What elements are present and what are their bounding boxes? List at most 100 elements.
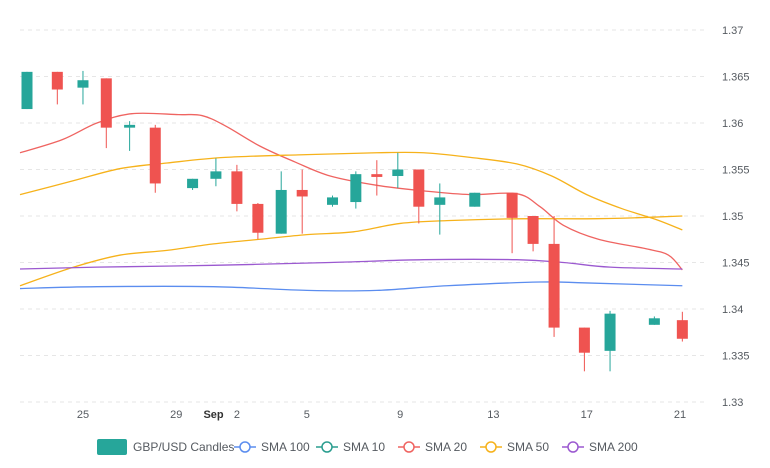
candle-down (676, 311, 688, 342)
candle-body (296, 189, 308, 197)
series-line-sma-100 (19, 281, 683, 292)
candle-down (149, 124, 161, 193)
candle-down (231, 164, 243, 212)
x-tick-label: 5 (304, 409, 310, 421)
candle-body (434, 197, 446, 205)
x-axis-ticks: 25 29 Sep 2 5 9 13 17 21 (77, 409, 686, 421)
candle-down (371, 160, 383, 196)
x-tick-label: 17 (581, 409, 593, 421)
y-tick-label: 1.345 (722, 258, 750, 270)
candle-up (77, 70, 89, 105)
candle-body (77, 80, 89, 88)
candle-up (434, 183, 446, 235)
y-tick-label: 1.355 (722, 165, 750, 177)
sma-lines (19, 112, 683, 292)
candle-body (578, 327, 590, 353)
legend-label: SMA 20 (425, 440, 467, 454)
candle-up (392, 152, 404, 189)
candle-body (149, 127, 161, 184)
candle-down (296, 169, 308, 234)
candle-up (648, 316, 660, 325)
candle-body (124, 124, 136, 128)
legend-swatch-marker (567, 441, 579, 453)
candle-body (392, 169, 404, 177)
legend-item-sma-200[interactable]: SMA 200 (562, 440, 638, 454)
x-tick-label: Sep (203, 409, 223, 421)
candle-body (548, 243, 560, 328)
candle-up (275, 171, 287, 234)
legend-label: SMA 50 (507, 440, 549, 454)
legend[interactable]: GBP/USD Candles SMA 100 SMA 10 SMA 20 SMA 50… (97, 439, 638, 455)
legend-item-sma-20[interactable]: SMA 20 (398, 440, 467, 454)
y-tick-label: 1.34 (722, 304, 743, 316)
series-line-sma-50-lower (19, 215, 683, 287)
candle-down (51, 71, 63, 105)
series-line-sma-50 (19, 151, 683, 231)
candle-up (187, 178, 199, 190)
candle-up (469, 192, 481, 207)
candle-body (469, 192, 481, 207)
candle-body (231, 171, 243, 204)
y-tick-label: 1.335 (722, 351, 750, 363)
candle-body (51, 71, 63, 90)
candle-body (527, 216, 539, 244)
candle-up (21, 71, 33, 110)
x-tick-label: 2 (234, 409, 240, 421)
candle-up (124, 121, 136, 151)
x-tick-label: 25 (77, 409, 89, 421)
candle-body (100, 78, 112, 128)
y-tick-label: 1.37 (722, 25, 743, 37)
y-tick-label: 1.33 (722, 397, 743, 409)
candle-body (187, 178, 199, 189)
candle-body (648, 318, 660, 325)
candle-up (350, 171, 362, 209)
candle-body (327, 197, 339, 205)
legend-label: SMA 10 (343, 440, 385, 454)
candle-body (676, 320, 688, 339)
candle-down (413, 169, 425, 224)
legend-label: GBP/USD Candles (133, 440, 234, 454)
y-tick-label: 1.36 (722, 118, 743, 130)
legend-swatch-marker (321, 441, 333, 453)
candle-down (578, 327, 590, 372)
legend-label: SMA 200 (589, 440, 638, 454)
y-tick-label: 1.35 (722, 211, 743, 223)
candle-down (527, 216, 539, 252)
candle-body (371, 174, 383, 177)
x-tick-label: 9 (397, 409, 403, 421)
candle-down (506, 192, 518, 254)
candle-down (252, 202, 264, 240)
candle-up (210, 158, 222, 187)
series-line-sma-200 (19, 258, 683, 270)
legend-item-sma-100[interactable]: SMA 100 (234, 440, 310, 454)
legend-swatch-marker (239, 441, 251, 453)
candle-body (252, 203, 264, 233)
candle-up (604, 310, 616, 372)
legend-swatch-marker (485, 441, 497, 453)
x-tick-label: 13 (487, 409, 499, 421)
candle-body (604, 313, 616, 351)
candle-body (21, 71, 33, 110)
y-tick-label: 1.365 (722, 72, 750, 84)
legend-item-sma-50[interactable]: SMA 50 (480, 440, 549, 454)
legend-swatch-box (97, 439, 127, 455)
candles (21, 70, 688, 372)
legend-item-sma-10[interactable]: SMA 10 (316, 440, 385, 454)
candle-body (506, 192, 518, 218)
candle-body (413, 169, 425, 207)
candle-down (548, 216, 560, 337)
x-tick-label: 21 (674, 409, 686, 421)
candle-body (350, 174, 362, 203)
x-tick-label: 29 (170, 409, 182, 421)
legend-item-gbp-usd-candles[interactable]: GBP/USD Candles (97, 439, 234, 455)
candle-body (210, 171, 222, 179)
candle-up (327, 195, 339, 207)
legend-label: SMA 100 (261, 440, 310, 454)
candle-down (100, 78, 112, 149)
legend-swatch-marker (403, 441, 415, 453)
y-axis-ticks: 1.33 1.335 1.34 1.345 1.35 1.355 1.36 1.365 1.37 (722, 25, 750, 409)
grid-lines (20, 29, 708, 403)
candle-body (275, 189, 287, 234)
